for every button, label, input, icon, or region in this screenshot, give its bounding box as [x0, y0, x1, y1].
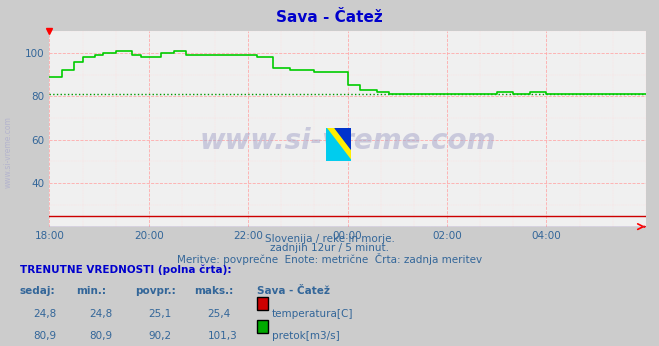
Text: TRENUTNE VREDNOSTI (polna črta):: TRENUTNE VREDNOSTI (polna črta):	[20, 265, 231, 275]
Text: 90,2: 90,2	[148, 331, 171, 341]
Polygon shape	[326, 128, 351, 161]
Text: 25,4: 25,4	[208, 309, 231, 319]
Text: temperatura[C]: temperatura[C]	[272, 309, 354, 319]
Polygon shape	[335, 128, 351, 149]
Text: zadnjih 12ur / 5 minut.: zadnjih 12ur / 5 minut.	[270, 243, 389, 253]
Text: 101,3: 101,3	[208, 331, 237, 341]
Text: maks.:: maks.:	[194, 286, 234, 296]
Text: Slovenija / reke in morje.: Slovenija / reke in morje.	[264, 234, 395, 244]
Text: povpr.:: povpr.:	[135, 286, 176, 296]
Text: Meritve: povprečne  Enote: metrične  Črta: zadnja meritev: Meritve: povprečne Enote: metrične Črta:…	[177, 253, 482, 265]
Text: Sava - Čatež: Sava - Čatež	[257, 286, 330, 296]
Text: sedaj:: sedaj:	[20, 286, 55, 296]
Text: 80,9: 80,9	[33, 331, 56, 341]
Text: 24,8: 24,8	[89, 309, 112, 319]
Text: 24,8: 24,8	[33, 309, 56, 319]
Text: www.si-vreme.com: www.si-vreme.com	[3, 116, 13, 188]
Text: 25,1: 25,1	[148, 309, 171, 319]
Text: 80,9: 80,9	[89, 331, 112, 341]
Text: pretok[m3/s]: pretok[m3/s]	[272, 331, 340, 341]
Polygon shape	[326, 128, 351, 161]
Text: min.:: min.:	[76, 286, 106, 296]
Text: www.si-vreme.com: www.si-vreme.com	[200, 127, 496, 155]
Text: Sava - Čatež: Sava - Čatež	[276, 10, 383, 25]
